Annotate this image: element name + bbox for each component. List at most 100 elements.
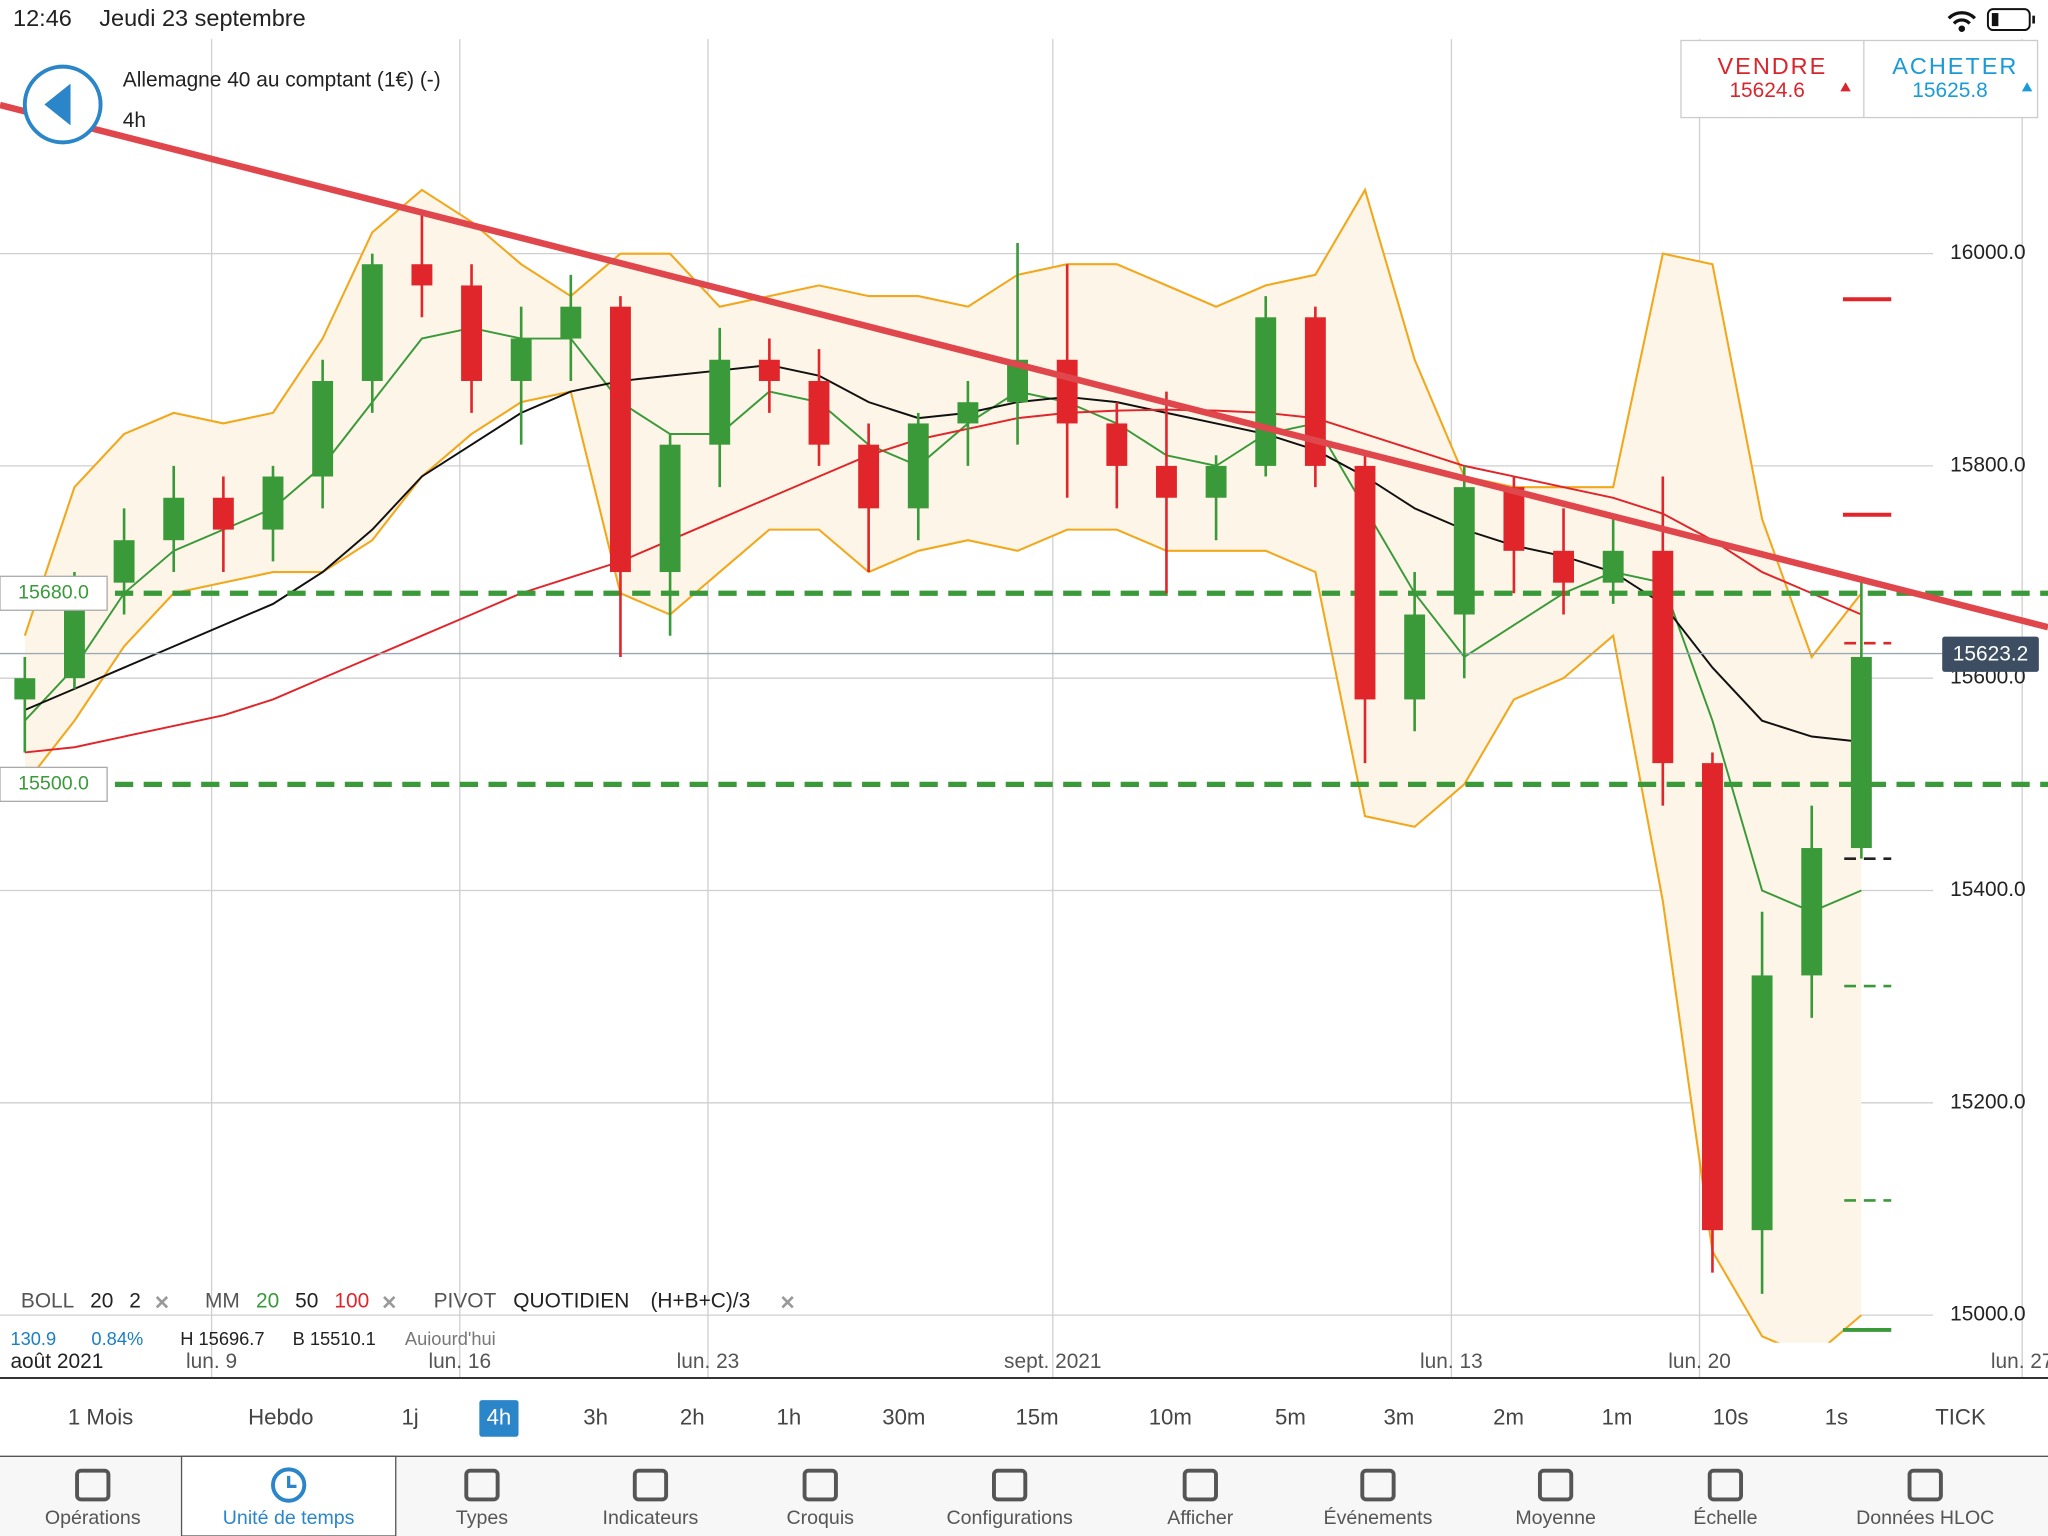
level-label: 15680.0 bbox=[18, 581, 89, 603]
candle-body bbox=[560, 306, 582, 339]
sell-price: 15624.6 bbox=[1729, 79, 1804, 102]
timeframe-option[interactable]: 2h bbox=[680, 1404, 705, 1429]
candle-body bbox=[14, 678, 36, 700]
toolbar-icon bbox=[992, 1468, 1028, 1502]
plot-area bbox=[0, 101, 2048, 1343]
toolbar-icon bbox=[464, 1468, 500, 1502]
icon-shape bbox=[464, 1468, 500, 1502]
timeframe-option[interactable]: 30m bbox=[882, 1404, 925, 1429]
timeframe-option[interactable]: 5m bbox=[1275, 1404, 1306, 1429]
candle-body bbox=[1156, 465, 1177, 498]
icon-shape bbox=[75, 1468, 111, 1502]
y-tick-label: 15200.0 bbox=[1950, 1090, 2025, 1113]
toolbar-label[interactable]: Afficher bbox=[1167, 1507, 1233, 1529]
toolbar-label[interactable]: Configurations bbox=[947, 1507, 1073, 1529]
candle-body bbox=[1652, 550, 1674, 764]
pivot-mode: QUOTIDIEN bbox=[513, 1290, 629, 1313]
timeframe-option[interactable]: 15m bbox=[1015, 1404, 1058, 1429]
timeframe-option[interactable]: 1s bbox=[1825, 1404, 1848, 1429]
candle-body bbox=[212, 497, 234, 530]
icon-shape bbox=[1907, 1468, 1943, 1502]
period-label: août 2021 bbox=[10, 1350, 103, 1373]
remove-icon[interactable] bbox=[383, 1296, 396, 1309]
candle-body bbox=[1056, 359, 1078, 424]
timeframe-option[interactable]: 4h bbox=[487, 1404, 512, 1429]
timeframe-option[interactable]: 3h bbox=[583, 1404, 608, 1429]
mm-period: 50 bbox=[295, 1290, 318, 1313]
icon-shape bbox=[1182, 1468, 1218, 1502]
x-tick-label: lun. 23 bbox=[677, 1350, 740, 1373]
status-icons bbox=[1947, 8, 2035, 32]
candle-body bbox=[1404, 614, 1426, 700]
timeframe-bar bbox=[0, 1379, 2048, 1457]
toolbar-label[interactable]: Opérations bbox=[45, 1507, 141, 1529]
toolbar-label[interactable]: Moyenne bbox=[1515, 1507, 1596, 1529]
toolbar-icon bbox=[1537, 1468, 1574, 1502]
toolbar-label[interactable]: Types bbox=[456, 1507, 508, 1529]
timeframe-option[interactable]: TICK bbox=[1935, 1404, 1986, 1429]
candle-body bbox=[411, 264, 433, 286]
candle-body bbox=[312, 380, 334, 477]
candle-body bbox=[1106, 423, 1128, 466]
x-tick-label: sept. 2021 bbox=[1004, 1350, 1102, 1373]
timeframe-option[interactable]: 3m bbox=[1383, 1404, 1414, 1429]
back-button[interactable] bbox=[22, 64, 103, 145]
toolbar-label[interactable]: Données HLOC bbox=[1856, 1507, 1994, 1529]
y-tick-label: 15800.0 bbox=[1950, 453, 2025, 476]
timeframe-option[interactable]: 10m bbox=[1149, 1404, 1192, 1429]
timeframe-option[interactable]: 10s bbox=[1713, 1404, 1749, 1429]
timeframe-option[interactable]: 2m bbox=[1493, 1404, 1524, 1429]
y-tick-label: 15000.0 bbox=[1950, 1303, 2025, 1326]
timeframe-option[interactable]: 1h bbox=[777, 1404, 802, 1429]
icon-shape bbox=[802, 1468, 838, 1502]
remove-icon[interactable] bbox=[155, 1296, 169, 1309]
boll-label: BOLL bbox=[21, 1290, 74, 1313]
toolbar-label[interactable]: Unité de temps bbox=[223, 1507, 355, 1529]
x-tick-label: lun. 27 bbox=[1991, 1350, 2048, 1373]
timeframe-option[interactable]: Hebdo bbox=[248, 1404, 313, 1429]
candle-body bbox=[1007, 359, 1028, 403]
remove-icon[interactable] bbox=[781, 1296, 794, 1309]
icon-shape bbox=[1707, 1468, 1744, 1502]
indicator-legend: BOLL 20 2 MM 20 50 100 PIVOT QUOTIDIEN (… bbox=[21, 1290, 794, 1313]
candle-body bbox=[758, 359, 780, 381]
mm-period: 20 bbox=[256, 1290, 279, 1313]
icon-shape bbox=[992, 1468, 1028, 1502]
x-tick-label: lun. 16 bbox=[428, 1350, 491, 1373]
level-label-box bbox=[0, 575, 108, 611]
timeframe-option[interactable]: 1m bbox=[1602, 1404, 1633, 1429]
icon-shape bbox=[1360, 1468, 1396, 1502]
timeframe-option[interactable]: 1j bbox=[401, 1404, 418, 1429]
sell-button[interactable]: VENDRE 15624.6 bbox=[1718, 53, 1851, 102]
toolbar-label[interactable]: Indicateurs bbox=[603, 1507, 699, 1529]
toolbar-label[interactable]: Croquis bbox=[787, 1507, 855, 1529]
toolbar-icon bbox=[1707, 1468, 1744, 1502]
sell-label: VENDRE bbox=[1718, 53, 1828, 79]
mm-label: MM bbox=[205, 1290, 240, 1313]
timeframe-selected bbox=[479, 1400, 519, 1437]
timeframe-list: 1 Mois Hebdo 1j 4h 3h 2h 1h 30m 15m 10m 5m 3m 2m 1m 10… bbox=[68, 1400, 1986, 1437]
trendline bbox=[0, 101, 2048, 631]
status-date: Jeudi 23 septembre bbox=[99, 5, 305, 31]
stat-low: B 15510.1 bbox=[293, 1328, 376, 1349]
toolbar-label[interactable]: Événements bbox=[1324, 1506, 1433, 1529]
candle-body bbox=[1205, 465, 1227, 498]
toolbar-icon bbox=[271, 1467, 307, 1503]
candle-body bbox=[1503, 487, 1525, 551]
icon-shape bbox=[287, 1475, 297, 1488]
y-tick-label: 15400.0 bbox=[1950, 878, 2025, 901]
boll-period: 20 bbox=[90, 1290, 113, 1313]
buy-button[interactable]: ACHETER 15625.8 bbox=[1892, 53, 2033, 102]
chart: lun. 9 lun. 16 lun. 23 sept. 2021 lun. 13 lun… bbox=[0, 39, 2048, 1378]
timeframe-option[interactable]: 1 Mois bbox=[68, 1404, 133, 1429]
candle-body bbox=[1553, 550, 1574, 583]
stats-row: 130.9 0.84% H 15696.7 B 15510.1 Aujourd'… bbox=[10, 1328, 496, 1349]
toolbar-label[interactable]: Échelle bbox=[1693, 1506, 1757, 1529]
candle-body bbox=[1850, 656, 1872, 849]
pivot-formula: (H+B+C)/3 bbox=[650, 1290, 750, 1313]
stat-period: Aujourd'hui bbox=[405, 1328, 496, 1349]
candle-body bbox=[262, 476, 284, 530]
status-time: 12:46 bbox=[13, 5, 72, 31]
